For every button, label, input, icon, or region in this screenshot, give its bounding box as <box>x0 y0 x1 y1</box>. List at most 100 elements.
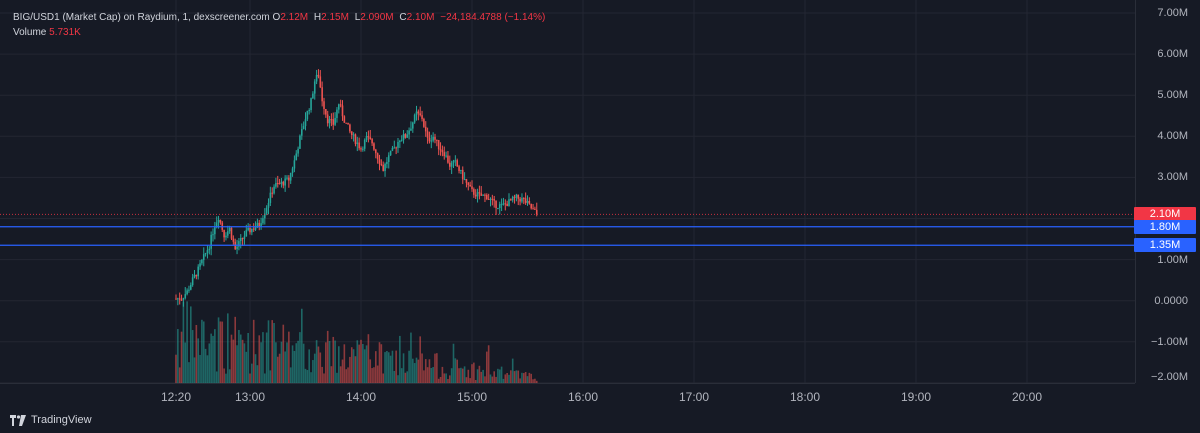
candle-body <box>312 93 314 99</box>
candle-body <box>299 135 301 149</box>
symbol-title[interactable]: BIG/USD1 (Market Cap) on Raydium, 1, dex… <box>13 12 270 23</box>
candle-body <box>349 124 351 132</box>
last-price-tag[interactable]: 2.10M <box>1134 207 1196 222</box>
candle-body <box>502 203 505 205</box>
candle-body <box>486 194 488 199</box>
volume-bar <box>284 351 286 383</box>
volume-bar <box>474 380 477 383</box>
volume-bar <box>347 367 349 383</box>
volume-bar <box>380 344 383 383</box>
candle-body <box>193 274 196 278</box>
candle-body <box>308 110 310 112</box>
volume-bar <box>249 373 251 383</box>
low-value: 2.090M <box>360 12 394 23</box>
volume-bar <box>458 368 460 383</box>
volume-bar <box>182 301 185 383</box>
volume-bar <box>191 330 194 383</box>
candle-body <box>214 227 216 235</box>
volume-bar <box>460 367 462 383</box>
candle-body <box>276 183 279 185</box>
volume-bar <box>345 369 347 383</box>
price-axis[interactable]: 7.00M 6.00M 5.00M 4.00M 3.00M 1.00M 0.0000 −1.0… <box>1134 0 1200 383</box>
volume-bar <box>443 373 446 383</box>
candle-body <box>365 136 368 140</box>
volume-bar <box>513 371 516 383</box>
volume-bar <box>319 352 322 383</box>
volume-bar <box>289 367 292 383</box>
candle-body <box>469 184 471 187</box>
volume-bar <box>449 375 451 383</box>
candle-body <box>506 203 508 207</box>
candle-body <box>175 298 177 300</box>
volume-bar <box>228 369 231 383</box>
volume-value: 5.731K <box>49 27 81 38</box>
volume-bar <box>386 351 388 383</box>
volume-bar <box>202 321 205 383</box>
volume-bar <box>508 374 510 383</box>
volume-bar <box>517 370 520 383</box>
chart-pane[interactable]: BIG/USD1 (Market Cap) on Raydium, 1, dex… <box>0 0 1136 383</box>
volume-bar <box>297 340 299 383</box>
candle-body <box>437 140 440 150</box>
volume-bar <box>456 359 458 383</box>
candle-body <box>456 160 458 167</box>
volume-bar <box>258 335 261 383</box>
volume-label[interactable]: Volume <box>13 27 47 38</box>
candle-body <box>458 166 460 171</box>
candle-body <box>206 250 209 254</box>
candle-body <box>474 194 477 197</box>
volume-bar <box>334 340 336 383</box>
candle-body <box>421 115 423 119</box>
candle-body <box>254 227 257 230</box>
volume-bar <box>430 367 433 383</box>
volume-bar <box>487 345 490 383</box>
candle-body <box>400 139 403 141</box>
candle-body <box>238 241 240 247</box>
level-price-tag[interactable]: 1.35M <box>1134 238 1196 253</box>
volume-bar <box>313 353 316 383</box>
volume-bar <box>269 370 272 383</box>
candle-body <box>212 234 214 236</box>
volume-bar <box>197 338 199 383</box>
volume-bar <box>436 353 438 383</box>
volume-bar <box>230 334 233 383</box>
candle-body <box>330 119 333 121</box>
volume-bar <box>523 373 525 383</box>
volume-bar <box>410 332 412 383</box>
volume-bar <box>500 366 503 383</box>
candle-body <box>232 238 235 242</box>
volume-bar <box>276 356 279 383</box>
candle-body <box>430 140 433 142</box>
volume-bar <box>447 379 449 383</box>
candle-body <box>375 149 377 154</box>
candle-body <box>356 142 359 144</box>
candle-body <box>439 149 442 151</box>
candle-body <box>389 150 392 156</box>
volume-bar <box>391 350 394 383</box>
volume-bar <box>486 351 488 383</box>
chart-canvas[interactable] <box>0 0 1135 383</box>
candle-body <box>445 155 447 157</box>
volume-bar <box>424 359 427 383</box>
volume-bar <box>358 344 360 383</box>
volume-bar <box>408 350 410 383</box>
volume-bar <box>232 339 235 383</box>
volume-bar <box>399 335 401 383</box>
time-axis[interactable]: 12:20 13:00 14:00 15:00 16:00 17:00 18:00 19:00… <box>0 383 1135 408</box>
candle-body <box>195 274 198 277</box>
volume-bar <box>291 345 294 383</box>
volume-bar <box>445 373 447 383</box>
candle-body <box>413 114 416 123</box>
tradingview-logo[interactable]: TradingView <box>10 414 92 426</box>
candle-body <box>404 134 407 138</box>
level-price-tag[interactable]: 1.80M <box>1134 219 1196 234</box>
volume-bar <box>315 340 318 383</box>
volume-bar <box>328 341 331 383</box>
candle-body <box>406 134 409 138</box>
volume-bar <box>210 333 212 383</box>
tradingview-label: TradingView <box>31 414 92 426</box>
volume-bar <box>421 353 423 383</box>
volume-bar <box>491 376 494 383</box>
candle-body <box>504 203 507 205</box>
legend-row-main: BIG/USD1 (Market Cap) on Raydium, 1, dex… <box>13 10 548 25</box>
